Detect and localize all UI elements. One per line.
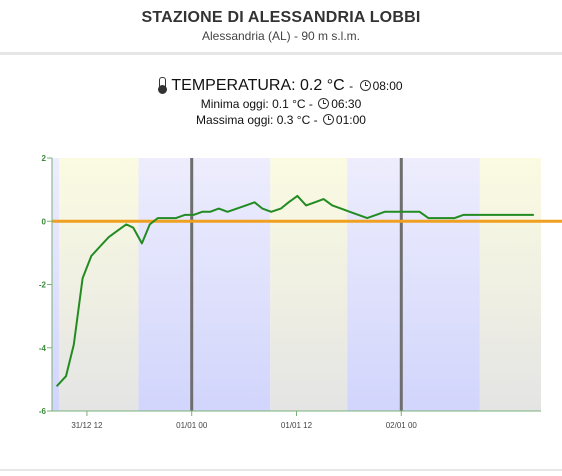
station-subtitle: Alessandria (AL) - 90 m s.l.m. xyxy=(201,29,361,43)
temperature-time: 08:00 xyxy=(372,79,403,93)
min-today-time: 06:30 xyxy=(331,97,362,111)
temperature-series-line xyxy=(56,194,535,387)
day-night-bands xyxy=(52,158,541,411)
y-tick-label: 2 xyxy=(42,154,47,163)
max-today: Massima oggi: 0.3 °C - 01:00 xyxy=(0,112,562,128)
station-header: STAZIONE DI ALESSANDRIA LOBBI Alessandri… xyxy=(0,0,562,52)
x-tick-label: 01/01 12 xyxy=(281,421,313,430)
clock-icon xyxy=(359,80,371,91)
y-tick-label: -6 xyxy=(39,407,47,416)
max-today-time: 01:00 xyxy=(335,113,366,127)
temperature-separator: - xyxy=(349,79,354,93)
y-tick-label: -4 xyxy=(39,344,47,353)
clock-icon xyxy=(318,98,330,109)
x-tick-label: 01/01 00 xyxy=(176,421,208,430)
max-today-label: Massima oggi: xyxy=(196,113,274,127)
thermometer-icon xyxy=(158,77,168,94)
x-tick-labels: 31/12 12 01/01 00 01/01 12 02/01 00 xyxy=(71,421,417,430)
day-band xyxy=(479,158,541,411)
min-today-value: 0.1 °C xyxy=(272,97,306,111)
header-divider xyxy=(0,52,562,55)
temperature-label: TEMPERATURA: xyxy=(171,77,296,94)
temperature-series xyxy=(56,194,535,387)
max-today-value: 0.3 °C xyxy=(276,113,311,127)
temperature-value: 0.2 °C xyxy=(300,77,345,94)
current-temperature: TEMPERATURA: 0.2 °C - 08:00 xyxy=(0,76,562,96)
night-band xyxy=(52,158,59,411)
min-today: Minima oggi: 0.1 °C - 06:30 xyxy=(0,96,562,112)
day-band xyxy=(270,158,348,411)
y-tick-label: -2 xyxy=(39,281,47,290)
footer-divider xyxy=(0,469,562,471)
x-tick-label: 02/01 00 xyxy=(386,421,418,430)
chart-axes xyxy=(47,157,541,416)
y-tick-labels: 2 0 -2 -4 -6 xyxy=(39,154,47,416)
clock-icon xyxy=(322,114,334,125)
max-today-separator: - xyxy=(313,113,318,127)
night-band xyxy=(347,158,480,411)
day-band xyxy=(58,158,139,411)
day-separators xyxy=(190,158,403,411)
x-tick-label: 31/12 12 xyxy=(71,421,103,430)
night-band xyxy=(138,158,271,411)
min-today-separator: - xyxy=(308,97,313,111)
temperature-chart: 2 0 -2 -4 -6 31/12 12 01/01 00 01/01 12 02/01 0… xyxy=(39,154,562,430)
station-title: STAZIONE DI ALESSANDRIA LOBBI xyxy=(141,9,421,26)
y-tick-label: 0 xyxy=(42,217,47,226)
min-today-label: Minima oggi: xyxy=(200,97,269,111)
temperature-summary: TEMPERATURA: 0.2 °C - 08:00 Minima oggi:… xyxy=(0,76,562,128)
